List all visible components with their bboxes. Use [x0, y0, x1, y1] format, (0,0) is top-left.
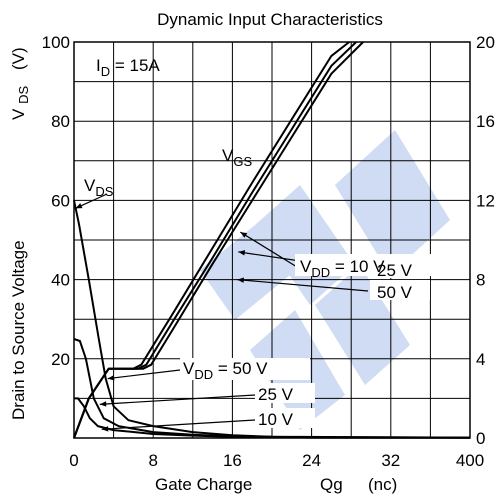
- id-label-prefix: I: [96, 56, 101, 75]
- annotation-pointer-arrowhead: [107, 375, 115, 381]
- annotation-pointer-line: [107, 369, 181, 380]
- y-left-tick-labels: 20 40 60 80 100: [42, 33, 70, 369]
- vdd-vds-label-second: 25 V: [258, 385, 294, 404]
- vdd-vds-prefix: V: [183, 359, 195, 378]
- x-axis-label: Gate Charge Qg (nc): [155, 475, 397, 494]
- y-right-tick-label: 4: [476, 350, 485, 369]
- vdd-vgs-label-second: 25 V: [377, 261, 413, 280]
- vgs-label-sub: GS: [233, 154, 252, 169]
- vdd-vgs-label-third: 50 V: [377, 283, 413, 302]
- x-axis-label-symbol: Qg: [320, 475, 343, 494]
- label-backdrop: [180, 358, 310, 380]
- x-tick-label: 32: [381, 451, 400, 470]
- label-backdrop: [370, 258, 430, 278]
- vdd-vgs-first-value: = 10 V: [330, 257, 385, 276]
- x-tick-label: 8: [148, 451, 157, 470]
- x-axis-label-main: Gate Charge: [155, 475, 252, 494]
- y-left-axis-label-unit: (V): [9, 47, 28, 70]
- y-left-axis-label-sub: DS: [16, 86, 31, 104]
- vdd-vds-labels: VDD = 50 V 25 V 10 V: [180, 358, 315, 429]
- y-right-tick-label: 20: [476, 33, 495, 52]
- annotation-pointer-arrowhead: [237, 277, 245, 283]
- vds-label-main: V: [84, 176, 96, 195]
- annotation-pointer-arrowhead: [75, 203, 83, 209]
- series-group: [73, 41, 471, 439]
- x-tick-label: 400: [456, 451, 484, 470]
- y-left-axis-label: Drain to Source Voltage V DS (V): [9, 47, 32, 420]
- label-backdrop: [370, 280, 430, 300]
- annotation-pointer-line: [240, 231, 298, 268]
- label-backdrop: [255, 383, 315, 403]
- label-backdrop: [255, 408, 315, 428]
- grid: [74, 42, 470, 438]
- annotation-pointer-line: [99, 394, 256, 405]
- y-right-tick-label: 12: [476, 191, 495, 210]
- y-right-tick-label: 8: [476, 271, 485, 290]
- y-right-tick-label: 16: [476, 112, 495, 131]
- annotation-pointer-arrowhead: [238, 250, 246, 256]
- vdd-vgs-labels: VDD = 10 V 25 V 50 V: [295, 254, 465, 302]
- vds-label-sub: DS: [95, 184, 113, 199]
- y-left-axis-label-prefix: Drain to Source Voltage: [9, 240, 28, 420]
- x-tick-label: 24: [302, 451, 321, 470]
- vdd-vds-first-value: = 50 V: [213, 359, 268, 378]
- annotation-pointer-arrowhead: [99, 401, 107, 407]
- y-right-tick-label: 0: [476, 429, 485, 448]
- watermark-shape: [315, 265, 410, 385]
- x-tick-labels: 0 8 16 24 32 400: [69, 451, 484, 470]
- vdd-vds-sub: DD: [194, 367, 213, 382]
- watermark-shape: [335, 130, 450, 275]
- y-left-tick-label: 60: [51, 191, 70, 210]
- vdd-vds-label-first: VDD = 50 V: [183, 359, 268, 382]
- y-left-tick-label: 40: [51, 271, 70, 290]
- vdd-vgs-sub: DD: [311, 265, 330, 280]
- id-label: ID = 15A: [96, 56, 160, 79]
- series-vds-vdd-10v: [74, 397, 471, 439]
- id-label-sub: D: [101, 64, 110, 79]
- y-right-tick-labels: 0 4 8 12 16 20: [476, 33, 495, 448]
- vds-label: VDS: [84, 176, 114, 199]
- x-tick-label: 16: [223, 451, 242, 470]
- chart-title: Dynamic Input Characteristics: [157, 10, 383, 29]
- vgs-label-main: V: [222, 146, 234, 165]
- vdd-vds-label-third: 10 V: [258, 410, 294, 429]
- annotation-pointer-arrowhead: [240, 232, 248, 238]
- id-label-suffix: = 15A: [110, 56, 160, 75]
- y-left-tick-label: 20: [51, 350, 70, 369]
- series-vgs-vdd-50v: [73, 41, 364, 439]
- y-left-axis-label-symbol: V: [9, 108, 28, 120]
- y-left-tick-label: 100: [42, 33, 70, 52]
- annotation-pointer-line: [237, 279, 369, 292]
- vdd-vgs-label-first: VDD = 10 V: [300, 257, 385, 280]
- vgs-label: VGS: [222, 146, 252, 169]
- y-left-tick-label: 80: [51, 112, 70, 131]
- vdd-vgs-prefix: V: [300, 257, 312, 276]
- x-tick-label: 0: [69, 451, 78, 470]
- x-axis-label-unit: (nc): [368, 475, 397, 494]
